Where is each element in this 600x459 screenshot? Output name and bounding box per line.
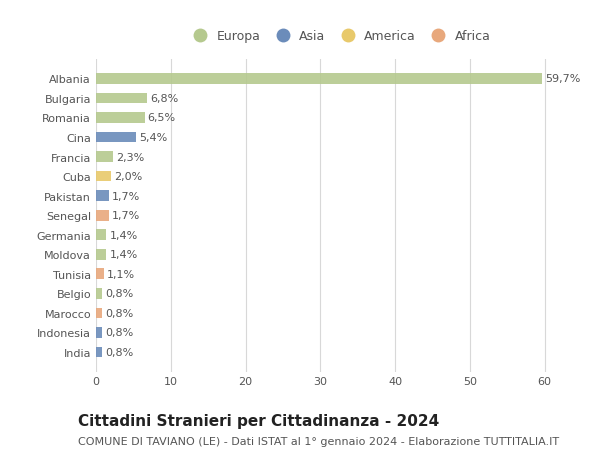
Text: 2,0%: 2,0% (114, 172, 142, 182)
Bar (96, 93, 147, 104)
Text: 59,7%: 59,7% (545, 74, 581, 84)
Text: 6,8%: 6,8% (150, 94, 178, 104)
Bar (96, 347, 102, 358)
Text: 2,3%: 2,3% (116, 152, 145, 162)
Text: 1,1%: 1,1% (107, 269, 136, 279)
Bar (96, 171, 111, 182)
Bar (96, 249, 106, 260)
Text: 5,4%: 5,4% (139, 133, 167, 143)
Text: COMUNE DI TAVIANO (LE) - Dati ISTAT al 1° gennaio 2024 - Elaborazione TUTTITALIA: COMUNE DI TAVIANO (LE) - Dati ISTAT al 1… (78, 436, 559, 446)
Bar (96, 152, 113, 162)
Text: 1,7%: 1,7% (112, 191, 140, 201)
Bar (96, 191, 109, 202)
Text: 6,5%: 6,5% (148, 113, 176, 123)
Bar (96, 269, 104, 280)
Text: 1,4%: 1,4% (109, 250, 138, 260)
Legend: Europa, Asia, America, Africa: Europa, Asia, America, Africa (182, 25, 496, 48)
Bar (96, 74, 542, 84)
Text: 1,4%: 1,4% (109, 230, 138, 240)
Text: 0,8%: 0,8% (105, 347, 133, 357)
Text: 0,8%: 0,8% (105, 308, 133, 318)
Bar (96, 113, 145, 123)
Bar (96, 132, 136, 143)
Text: 0,8%: 0,8% (105, 328, 133, 338)
Bar (96, 288, 102, 299)
Bar (96, 210, 109, 221)
Text: 0,8%: 0,8% (105, 289, 133, 299)
Text: Cittadini Stranieri per Cittadinanza - 2024: Cittadini Stranieri per Cittadinanza - 2… (78, 413, 439, 428)
Text: 1,7%: 1,7% (112, 211, 140, 221)
Bar (96, 308, 102, 319)
Bar (96, 327, 102, 338)
Bar (96, 230, 106, 241)
